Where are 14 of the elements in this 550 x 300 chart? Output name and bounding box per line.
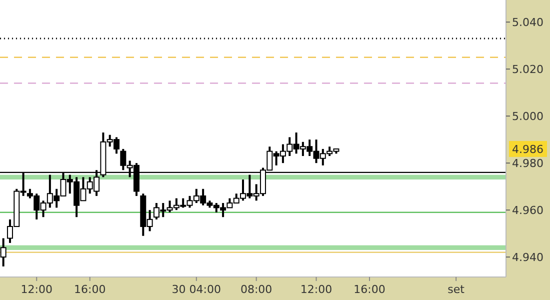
x-tick-label: 12:00 <box>20 283 52 296</box>
y-tick-label: 5.020 <box>512 62 544 76</box>
x-tick-label: 16:00 <box>74 283 106 296</box>
y-tick-label: 4.980 <box>512 156 544 170</box>
y-tick-label: 4.960 <box>512 204 544 217</box>
y-tick-label: 4.940 <box>512 250 544 264</box>
x-tick-label: 08:00 <box>240 283 272 296</box>
x-tick-label: 30 04:00 <box>172 283 222 296</box>
annotation: 4.986 <box>512 142 544 156</box>
x-tick-label: set <box>448 283 466 296</box>
x-tick-label: 16:00 <box>354 283 386 296</box>
y-tick-label: 5.040 <box>512 16 544 29</box>
x-tick-label: 12:00 <box>300 283 332 296</box>
y-tick-label: 5.000 <box>512 110 544 123</box>
